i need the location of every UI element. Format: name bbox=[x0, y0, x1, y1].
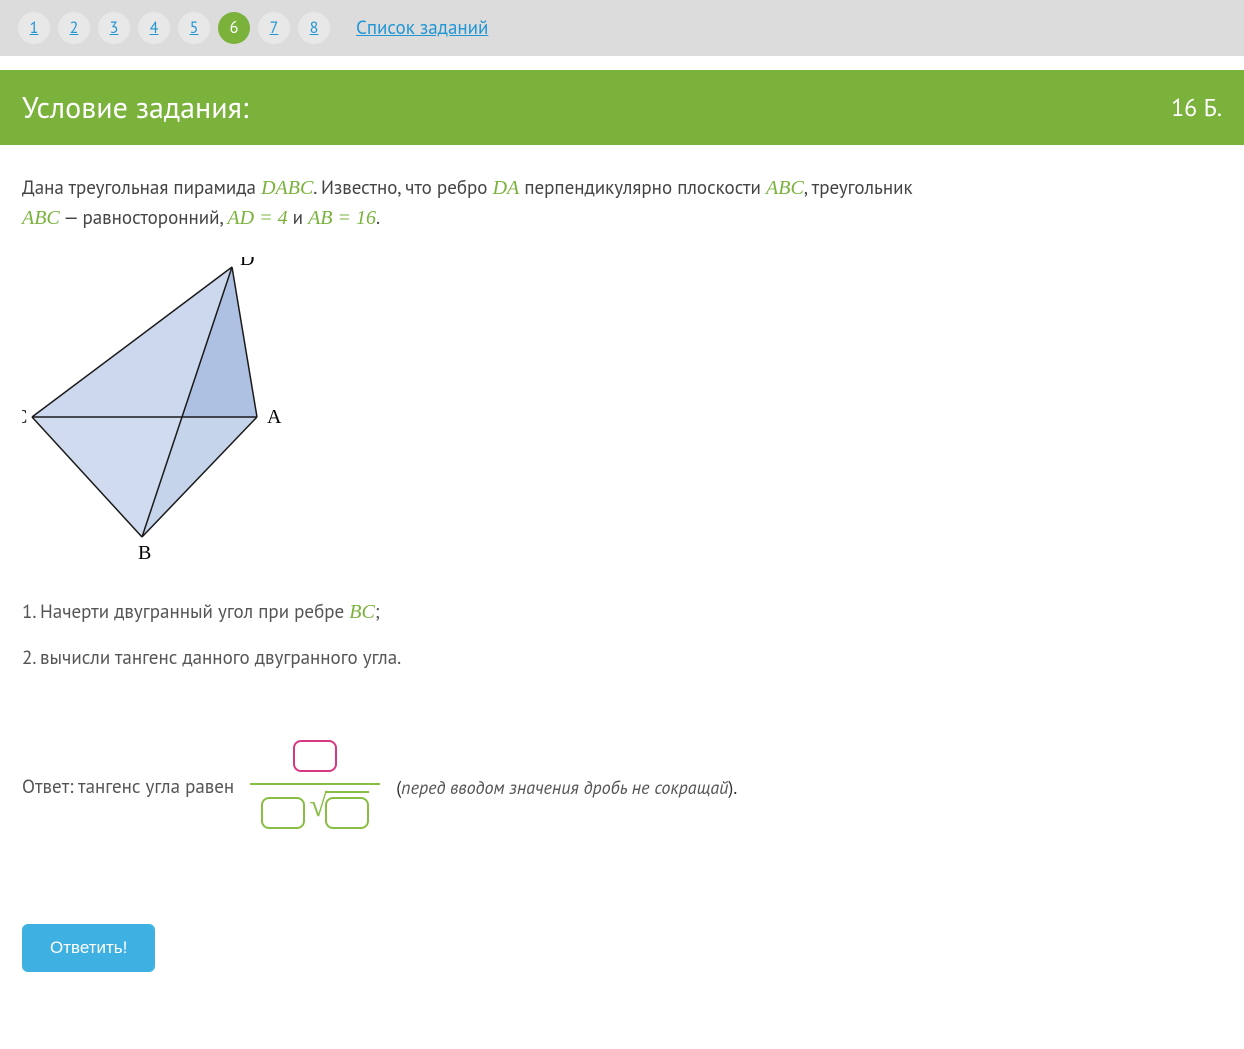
task-content: Дана треугольная пирамида DABC. Известно… bbox=[0, 145, 1244, 1012]
text: , треугольник bbox=[804, 176, 913, 200]
text: . bbox=[376, 206, 380, 230]
svg-text:C: C bbox=[22, 406, 27, 428]
pyramid-diagram: D A C B bbox=[22, 257, 1222, 572]
pyramid-svg: D A C B bbox=[22, 257, 292, 567]
answer-hint: перед вводом значения дробь не сокращай bbox=[401, 776, 728, 799]
numerator-input[interactable] bbox=[293, 740, 337, 772]
text: ; bbox=[375, 600, 380, 624]
nav-item-5[interactable]: 5 bbox=[178, 12, 210, 44]
answer-row: Ответ: тангенс угла равен √ (перед вводо… bbox=[22, 740, 1222, 834]
task-header-points: 16 Б. bbox=[1171, 92, 1222, 123]
task-header: Условие задания: 16 Б. bbox=[0, 70, 1244, 145]
hint-wrap: (перед вводом значения дробь не сокращай… bbox=[396, 776, 737, 799]
math-var: ABC bbox=[766, 177, 804, 199]
answer-label: Ответ: тангенс угла равен bbox=[22, 775, 234, 799]
subtask-2: 2. вычисли тангенс данного двугранного у… bbox=[22, 646, 1222, 670]
subtask-1: 1. Начерти двугранный угол при ребре BC; bbox=[22, 600, 1222, 624]
radicand-input[interactable] bbox=[325, 797, 369, 829]
text: ). bbox=[728, 776, 737, 799]
answer-fraction: √ bbox=[250, 740, 380, 834]
task-header-title: Условие задания: bbox=[22, 88, 248, 127]
svg-text:A: A bbox=[267, 406, 282, 428]
fraction-denominator: √ bbox=[261, 785, 369, 834]
sqrt-wrap: √ bbox=[309, 791, 369, 834]
math-var: AB = 16 bbox=[308, 207, 376, 229]
fraction-numerator bbox=[293, 740, 337, 783]
task-list-link[interactable]: Список заданий bbox=[356, 16, 488, 40]
nav-item-7[interactable]: 7 bbox=[258, 12, 290, 44]
denominator-coefficient-input[interactable] bbox=[261, 797, 305, 829]
text: — равносторонний, bbox=[60, 206, 228, 230]
nav-item-8[interactable]: 8 bbox=[298, 12, 330, 44]
nav-item-3[interactable]: 3 bbox=[98, 12, 130, 44]
nav-item-1[interactable]: 1 bbox=[18, 12, 50, 44]
math-var: DABC bbox=[261, 177, 313, 199]
math-var: BC bbox=[349, 601, 375, 623]
nav-item-2[interactable]: 2 bbox=[58, 12, 90, 44]
math-var: AD = 4 bbox=[227, 207, 287, 229]
nav-item-6[interactable]: 6 bbox=[218, 12, 250, 44]
nav-item-4[interactable]: 4 bbox=[138, 12, 170, 44]
text: 1. Начерти двугранный угол при ребре bbox=[22, 600, 349, 624]
text: и bbox=[288, 206, 309, 230]
svg-text:B: B bbox=[138, 542, 151, 564]
text: Дана треугольная пирамида bbox=[22, 176, 261, 200]
math-var: ABC bbox=[22, 207, 60, 229]
text: перпендикулярно плоскости bbox=[519, 176, 766, 200]
problem-paragraph: Дана треугольная пирамида DABC. Известно… bbox=[22, 173, 1222, 233]
math-var: DA bbox=[493, 177, 520, 199]
submit-button[interactable]: Ответить! bbox=[22, 924, 155, 972]
task-nav: 1 2 3 4 5 6 7 8 Список заданий bbox=[0, 0, 1244, 56]
svg-text:D: D bbox=[240, 257, 254, 270]
sqrt-bar bbox=[325, 791, 369, 834]
text: . Известно, что ребро bbox=[313, 176, 492, 200]
